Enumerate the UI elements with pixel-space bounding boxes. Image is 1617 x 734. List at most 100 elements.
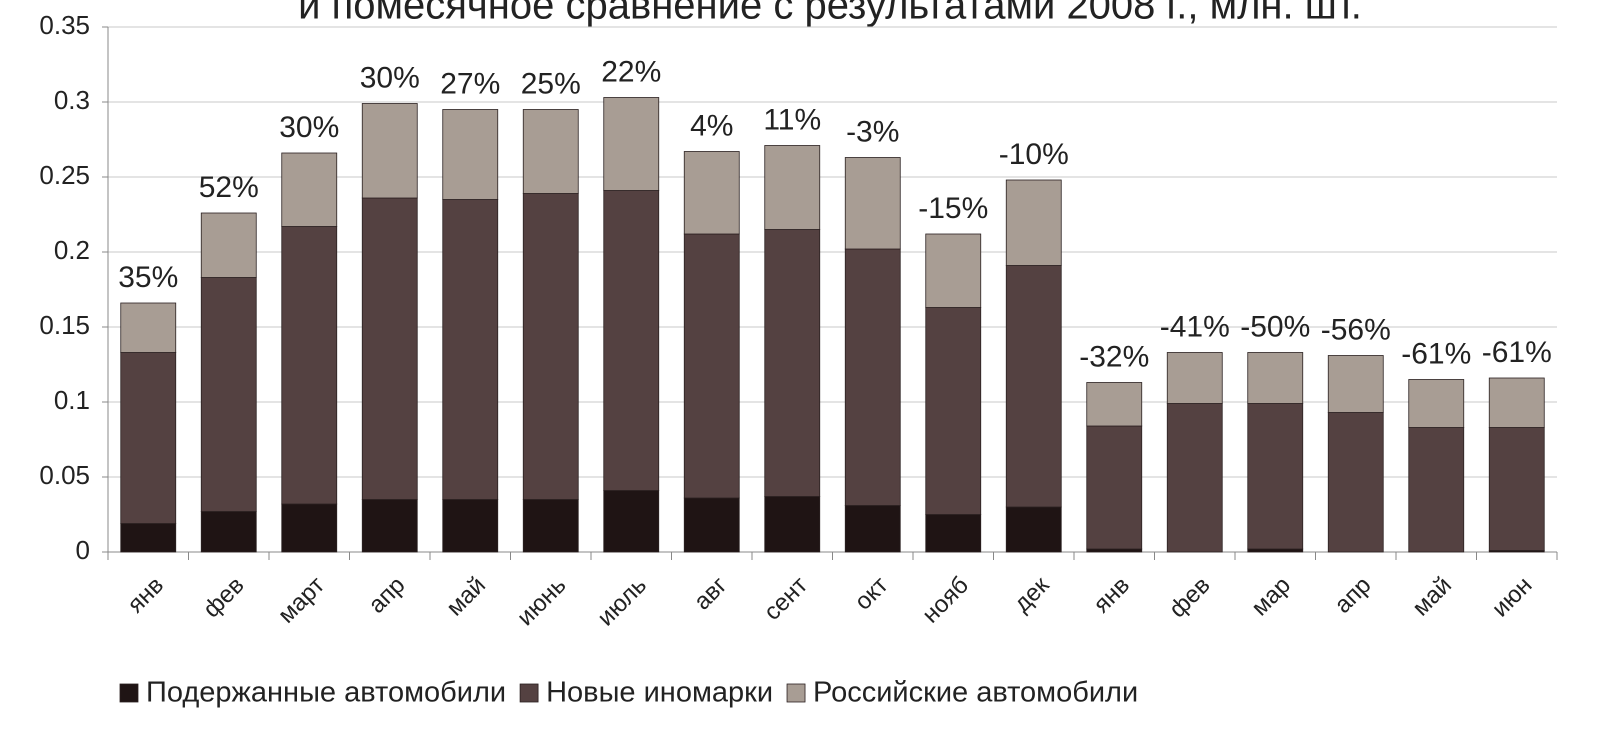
bar-segment	[844, 157, 901, 250]
x-tick-label: нояб	[917, 572, 974, 629]
bar-segment	[1327, 412, 1384, 553]
legend-swatch	[119, 683, 139, 703]
bar-annotation: -61%	[1401, 337, 1471, 370]
bar-segment	[683, 151, 740, 235]
x-tick-label: июн	[1487, 572, 1538, 623]
y-tick-label: 0.2	[54, 235, 90, 265]
bar-segment	[200, 212, 257, 278]
bar-annotation: 35%	[118, 261, 178, 294]
bar-segment	[1166, 352, 1223, 404]
bar-annotation: -56%	[1321, 313, 1391, 346]
bar-annotation: 4%	[690, 109, 733, 142]
y-tick-label: 0.35	[39, 10, 90, 40]
bar-segment	[442, 499, 499, 553]
bar-segment	[925, 514, 982, 553]
bar-segment	[281, 152, 338, 227]
bar-segment	[522, 109, 579, 194]
legend-label: Новые иномарки	[546, 677, 773, 709]
bar-segment	[1327, 355, 1384, 413]
bar-segment	[281, 226, 338, 505]
x-tick-label: май	[1407, 572, 1457, 622]
bar-annotation: 11%	[763, 103, 821, 136]
bar-annotation: 30%	[360, 61, 420, 94]
bar-segment	[120, 523, 177, 553]
bar-segment	[925, 233, 982, 308]
bar-segment	[442, 199, 499, 500]
bar-annotation: -3%	[846, 115, 899, 148]
bar-segment	[1247, 548, 1304, 553]
x-tick-label: сент	[759, 572, 813, 626]
bar-segment	[442, 109, 499, 200]
x-tick-label: янв	[122, 572, 169, 619]
legend-label: Подержанные автомобили	[146, 677, 506, 709]
x-tick-label: апр	[363, 572, 410, 619]
bar-segment	[1086, 382, 1143, 427]
bar-segment	[844, 505, 901, 553]
bar-segment	[1247, 352, 1304, 404]
x-tick-label: апр	[1329, 572, 1376, 619]
y-tick-label: 0	[76, 535, 90, 565]
bar-segment	[200, 277, 257, 512]
bar-annotation: 52%	[199, 171, 259, 204]
y-tick-label: 0.3	[54, 85, 90, 115]
bar-segment	[764, 145, 821, 230]
x-tick-label: фев	[198, 572, 250, 624]
bar-segment	[683, 497, 740, 553]
bar-segment	[1408, 379, 1465, 428]
bar-segment	[1488, 427, 1545, 551]
bar-segment	[603, 490, 660, 553]
legend-label: Российские автомобили	[813, 677, 1138, 709]
legend-swatch	[519, 683, 539, 703]
bar-annotation: 27%	[440, 67, 500, 100]
x-tick-label: авг	[689, 571, 733, 615]
x-tick-label: окт	[850, 572, 894, 616]
bar-segment	[844, 248, 901, 506]
x-tick-label: мар	[1246, 572, 1296, 622]
bar-segment	[361, 499, 418, 553]
bar-segment	[522, 193, 579, 500]
bar-segment	[1247, 403, 1304, 550]
bar-segment	[683, 233, 740, 499]
x-tick-label: июль	[592, 572, 652, 632]
x-tick-label: март	[273, 572, 330, 629]
x-tick-label: июнь	[512, 572, 572, 632]
bar-segment	[522, 499, 579, 553]
bar-segment	[1005, 265, 1062, 508]
bar-segment	[1005, 506, 1062, 553]
bar-annotation: -32%	[1079, 340, 1149, 373]
bar-segment	[281, 503, 338, 553]
bar-annotation: -50%	[1240, 310, 1310, 343]
bar-segment	[361, 103, 418, 199]
y-tick-label: 0.1	[54, 385, 90, 415]
x-tick-label: дек	[1009, 571, 1055, 617]
bar-segment	[764, 496, 821, 553]
bar-segment	[1488, 377, 1545, 428]
bar-segment	[1005, 179, 1062, 266]
bar-segment	[764, 229, 821, 497]
bar-segment	[603, 190, 660, 491]
bar-annotation: -41%	[1160, 310, 1230, 343]
y-tick-label: 0.05	[39, 460, 90, 490]
bar-segment	[1086, 548, 1143, 553]
legend-swatch	[786, 683, 806, 703]
bar-annotation: 30%	[279, 111, 339, 144]
bar-segment	[1166, 403, 1223, 553]
bar-annotation: 22%	[601, 55, 661, 88]
x-tick-label: янв	[1088, 572, 1135, 619]
bar-segment	[1086, 425, 1143, 550]
bar-annotation: -15%	[918, 192, 988, 225]
y-tick-label: 0.25	[39, 160, 90, 190]
bar-annotation: -10%	[999, 138, 1069, 171]
bar-segment	[200, 511, 257, 553]
x-tick-label: фев	[1164, 572, 1216, 624]
bar-annotation: -61%	[1482, 336, 1552, 369]
bar-segment	[1408, 427, 1465, 553]
chart-title: и помесячное сравнение с результатами 20…	[298, 0, 1362, 28]
bar-annotation: 25%	[521, 67, 581, 100]
y-tick-label: 0.15	[39, 310, 90, 340]
bar-segment	[120, 352, 177, 524]
bar-segment	[603, 97, 660, 191]
bar-segment	[361, 197, 418, 500]
bar-segment	[925, 307, 982, 515]
